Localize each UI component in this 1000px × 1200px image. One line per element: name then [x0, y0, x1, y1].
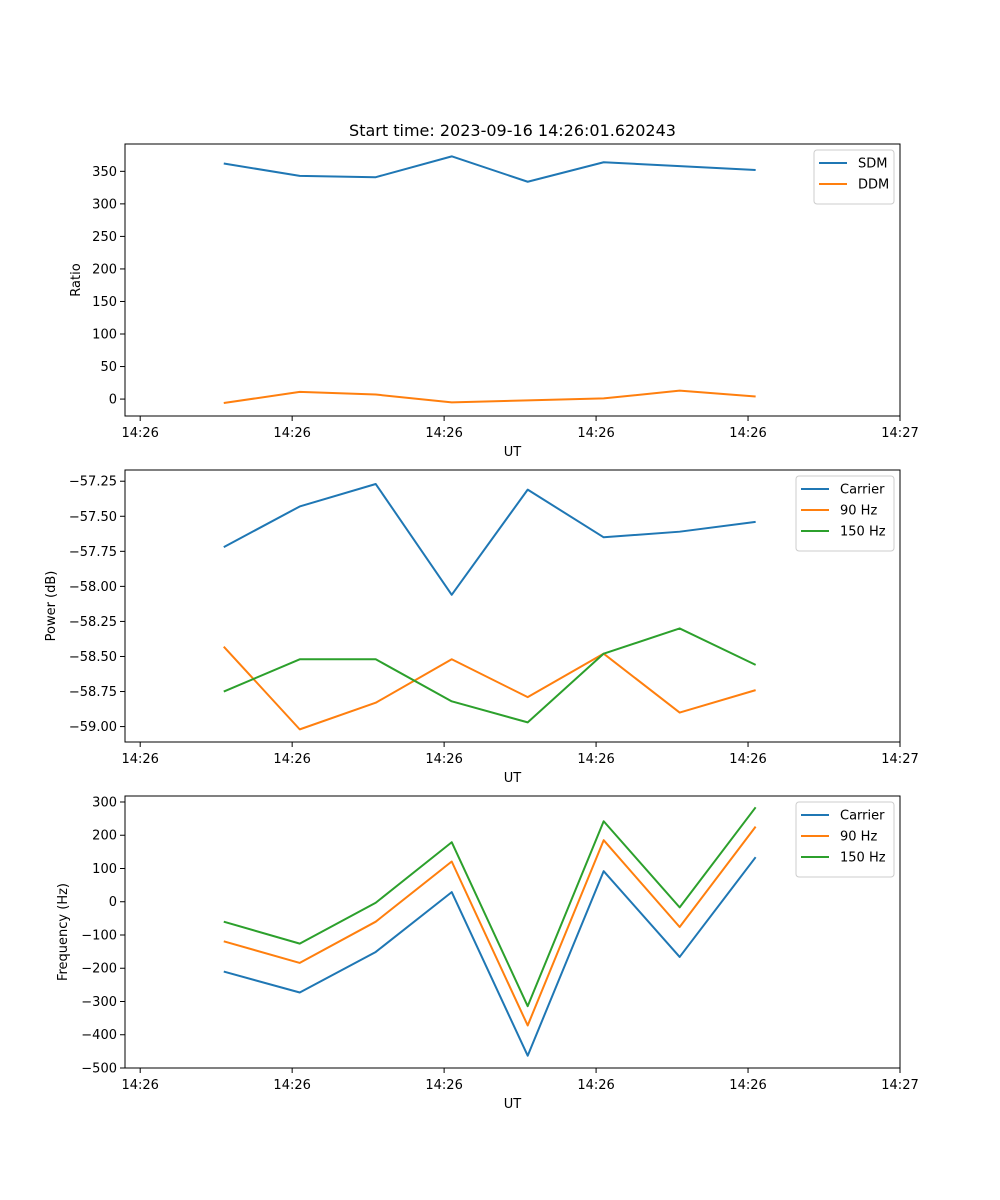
y-axis-label: Power (dB) [44, 571, 59, 642]
series-line-ddm [223, 389, 756, 404]
chart-title: Start time: 2023-09-16 14:26:01.620243 [349, 121, 676, 140]
y-tick-label: −58.50 [69, 650, 117, 665]
x-tick-label: 14:26 [273, 752, 310, 767]
x-tick-label: 14:26 [121, 752, 158, 767]
series-line-90-hz [223, 645, 756, 731]
y-tick-label: −57.25 [69, 475, 117, 490]
series-line-sdm [223, 155, 756, 183]
x-tick-label: 14:26 [729, 426, 766, 441]
x-tick-label: 14:26 [729, 752, 766, 767]
y-tick-label: 100 [92, 862, 117, 877]
y-tick-label: −59.00 [69, 720, 117, 735]
subplot-3: 14:26 14:26 14:26 14:26 14:26 14:27 −500 −400 −3… [56, 795, 919, 1112]
legend-label: 150 Hz [840, 525, 886, 540]
y-tick-label: −57.75 [69, 545, 117, 560]
legend: SDM DDM [813, 149, 895, 205]
axes-frame [124, 795, 901, 1069]
series-line-150-hz [223, 627, 757, 724]
y-tick-label: 0 [109, 393, 117, 408]
y-tick-label: −57.50 [69, 510, 117, 525]
x-tick-label: 14:26 [273, 426, 310, 441]
x-axis-label: UT [504, 1097, 522, 1112]
x-axis-label: UT [504, 771, 522, 786]
y-tick-label: 100 [92, 328, 117, 343]
y-tick-label: 200 [92, 262, 117, 277]
subplot-2: 14:26 14:26 14:26 14:26 14:26 14:27 −59.00 −58.… [44, 469, 919, 786]
legend-label: 90 Hz [840, 830, 877, 845]
x-tick-label: 14:27 [881, 426, 918, 441]
series-line-150-hz [223, 806, 757, 1008]
legend-label: SDM [858, 157, 887, 172]
x-tick-label: 14:26 [425, 1078, 462, 1093]
y-axis-label: Frequency (Hz) [56, 883, 71, 981]
x-tick-label: 14:26 [273, 1078, 310, 1093]
axes-frame [124, 469, 901, 743]
y-tick-label: 0 [109, 895, 117, 910]
series-line-carrier [223, 483, 756, 596]
axes-frame [124, 143, 901, 417]
subplot-1: 14:26 14:26 14:26 14:26 14:26 14:27 0 50 100 150 2… [69, 121, 919, 460]
series-line-carrier [223, 856, 757, 1057]
legend: Carrier 90 Hz 150 Hz [795, 801, 895, 878]
y-tick-label: 200 [92, 829, 117, 844]
x-tick-label: 14:26 [729, 1078, 766, 1093]
y-tick-label: −58.00 [69, 580, 117, 595]
y-tick-label: 50 [100, 360, 117, 375]
series-line-90-hz [223, 825, 757, 1027]
legend-frame [795, 801, 895, 878]
x-tick-label: 14:26 [121, 1078, 158, 1093]
x-tick-label: 14:26 [121, 426, 158, 441]
y-tick-label: −300 [81, 995, 117, 1010]
x-tick-label: 14:26 [577, 426, 614, 441]
y-tick-label: 350 [92, 165, 117, 180]
y-tick-label: −58.75 [69, 685, 117, 700]
y-tick-label: 300 [92, 197, 117, 212]
y-tick-label: −200 [81, 962, 117, 977]
y-tick-label: −100 [81, 928, 117, 943]
x-tick-label: 14:26 [577, 752, 614, 767]
y-tick-label: −58.25 [69, 615, 117, 630]
legend-label: Carrier [840, 809, 885, 824]
legend-label: Carrier [840, 483, 885, 498]
x-axis-label: UT [504, 445, 522, 460]
legend-frame [795, 475, 895, 552]
x-tick-label: 14:26 [425, 752, 462, 767]
legend: Carrier 90 Hz 150 Hz [795, 475, 895, 552]
x-tick-label: 14:26 [577, 1078, 614, 1093]
x-tick-label: 14:27 [881, 1078, 918, 1093]
y-tick-label: 250 [92, 230, 117, 245]
legend-label: 90 Hz [840, 504, 877, 519]
y-tick-label: −400 [81, 1028, 117, 1043]
x-tick-label: 14:27 [881, 752, 918, 767]
x-tick-label: 14:26 [425, 426, 462, 441]
legend-label: 150 Hz [840, 851, 886, 866]
y-tick-label: 300 [92, 795, 117, 810]
y-axis-label: Ratio [69, 263, 84, 296]
y-tick-label: −500 [81, 1062, 117, 1077]
legend-label: DDM [858, 178, 889, 193]
y-tick-label: 150 [92, 295, 117, 310]
